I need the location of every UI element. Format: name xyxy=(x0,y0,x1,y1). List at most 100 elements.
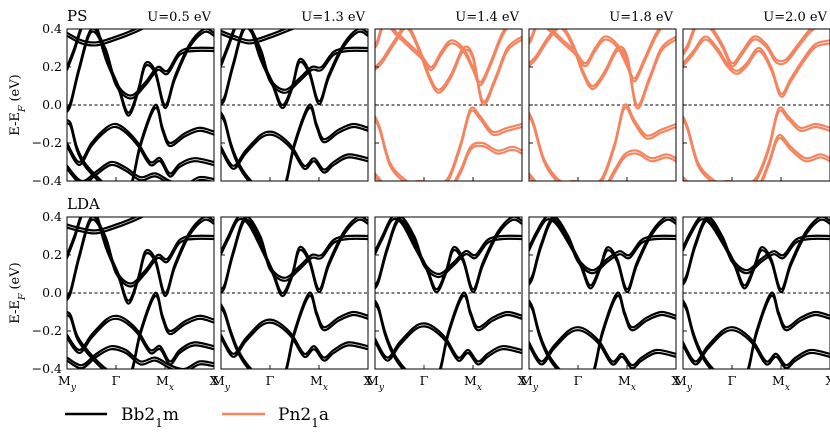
band-c2 xyxy=(683,35,830,95)
band-c2 xyxy=(221,217,368,295)
x-tick-label: X xyxy=(518,373,527,388)
x-tick-label: Mx xyxy=(310,373,328,393)
band-c1 xyxy=(529,29,661,80)
panel-ps-u-1-8-ev: U=1.8 eV xyxy=(528,10,677,182)
y-tick-label: −0.2 xyxy=(32,323,62,338)
band-v1-split xyxy=(683,109,830,181)
panel-lda-u-1-3-ev: My Γ Mx X xyxy=(212,216,373,393)
band-c1-split xyxy=(221,29,368,106)
band-v1 xyxy=(529,103,676,181)
y-tick-label: 0.2 xyxy=(42,247,62,262)
band-c1-split xyxy=(67,218,214,301)
band-v3 xyxy=(67,344,214,369)
band-c3-split xyxy=(67,217,145,235)
x-tick-label: X xyxy=(672,373,681,388)
band-c3 xyxy=(67,29,139,44)
x-tick-label: Mx xyxy=(464,373,482,393)
band-v1-split xyxy=(67,106,214,181)
band-v2-split xyxy=(529,329,676,369)
panel-lda-u-1-4-ev: My Γ Mx X xyxy=(366,216,527,393)
band-c2-split xyxy=(67,217,214,305)
band-v2-split xyxy=(683,329,830,369)
band-v2-split xyxy=(375,325,522,366)
bands-group xyxy=(67,217,214,369)
band-c1-split xyxy=(529,29,663,83)
band-v2 xyxy=(221,130,368,171)
band-c2 xyxy=(375,217,522,291)
band-c2-split xyxy=(375,29,522,106)
band-v3 xyxy=(67,160,214,181)
legend: Bb21m Pn21a xyxy=(65,405,329,430)
band-c1 xyxy=(529,217,676,283)
band-c3-split xyxy=(67,29,145,47)
x-tick-label: Γ xyxy=(574,373,583,388)
band-c2-split xyxy=(375,217,522,294)
y-axis-label: E-EF(eV) xyxy=(8,262,28,323)
y-tick-label: 0.4 xyxy=(42,209,62,224)
y-tick-label: −0.4 xyxy=(32,361,62,376)
panel-lda-u-2-0-ev: My Γ Mx X xyxy=(674,216,830,393)
panels-layer: U=0.5 eV 0.4 0.2 0.0 −0.2 −0.4 E-EF(eV) U=1.3 e… xyxy=(8,10,830,393)
band-v1-split xyxy=(529,294,676,369)
x-tick-label: Mx xyxy=(618,373,636,393)
u-label-u-1-3-ev: U=1.3 eV xyxy=(301,10,365,25)
panel-ps-u-0-5-ev: U=0.5 eV 0.4 0.2 0.0 −0.2 −0.4 E-EF(eV) xyxy=(8,10,215,188)
band-v2 xyxy=(375,141,522,181)
band-v2 xyxy=(375,322,522,363)
band-v1-split xyxy=(67,294,214,369)
band-v3-split xyxy=(67,163,214,181)
band-c1-split xyxy=(683,218,830,286)
u-label-u-1-8-ev: U=1.8 eV xyxy=(609,10,673,25)
x-tick-label: My xyxy=(366,373,385,393)
band-c1 xyxy=(683,29,813,65)
band-v1-split xyxy=(221,106,368,181)
y-tick-label: 0.4 xyxy=(42,21,62,36)
panel-ps-u-2-0-ev: U=2.0 eV xyxy=(682,10,830,182)
legend-label-bb21m: Bb21m xyxy=(121,405,179,430)
x-tick-label: My xyxy=(212,373,231,393)
y-tick-label: −0.2 xyxy=(32,135,62,150)
band-c2-split xyxy=(529,218,676,294)
y-tick-label: −0.4 xyxy=(32,173,62,188)
row-label-lda: LDA xyxy=(67,195,100,213)
panel-lda-u-0-5-ev: 0.4 0.2 0.0 −0.2 −0.4 E-EF(eV) My Γ Mx X xyxy=(8,209,219,393)
bands-group xyxy=(529,217,676,369)
x-tick-label: X xyxy=(210,373,219,388)
band-v2 xyxy=(683,133,830,181)
band-c3 xyxy=(221,29,288,42)
panel-lda-u-1-8-ev: My Γ Mx X xyxy=(520,216,681,393)
u-label-u-0-5-ev: U=0.5 eV xyxy=(147,10,211,25)
band-c1-split xyxy=(683,29,830,68)
band-c2-split xyxy=(221,217,368,298)
x-tick-label: My xyxy=(58,373,77,393)
x-tick-label: Mx xyxy=(772,373,790,393)
band-c1 xyxy=(375,29,506,84)
band-v2 xyxy=(221,318,368,359)
band-c1-split xyxy=(221,218,368,294)
band-c2 xyxy=(529,217,676,291)
x-tick-label: Γ xyxy=(266,373,275,388)
band-c3 xyxy=(67,217,139,232)
band-v2 xyxy=(67,122,214,175)
bands-group xyxy=(529,29,676,181)
legend-label-pn21a: Pn21a xyxy=(278,405,329,430)
band-v2-split xyxy=(221,321,368,362)
bands-group xyxy=(683,29,830,181)
x-tick-label: X xyxy=(364,373,373,388)
band-c2-split xyxy=(683,218,830,294)
band-c2 xyxy=(683,217,830,291)
band-v2 xyxy=(683,326,830,367)
bands-group xyxy=(221,29,368,181)
band-c1 xyxy=(683,217,830,283)
band-c1-split xyxy=(375,29,508,87)
x-tick-label: Γ xyxy=(728,373,737,388)
row-label-ps: PS xyxy=(67,7,87,25)
u-label-u-1-4-ev: U=1.4 eV xyxy=(455,10,519,25)
bands-group xyxy=(375,217,522,369)
band-v1-split xyxy=(375,294,522,369)
band-v1-split xyxy=(683,294,830,369)
x-tick-label: Mx xyxy=(156,373,174,393)
x-tick-label: Γ xyxy=(112,373,121,388)
y-axis-label: E-EF(eV) xyxy=(8,74,28,135)
